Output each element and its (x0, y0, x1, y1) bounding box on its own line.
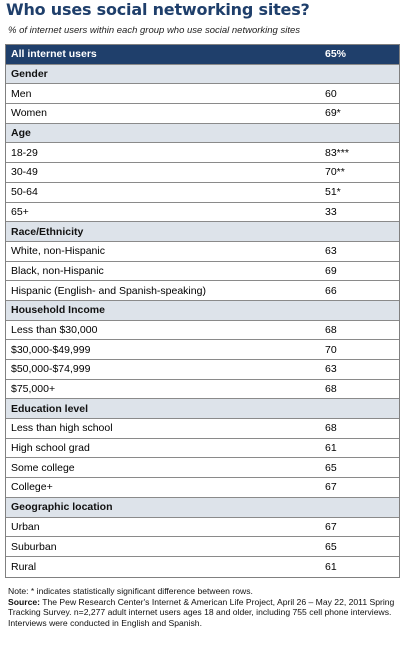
row-label: 65+ (11, 205, 29, 218)
table-row: Less than high school 68 (6, 419, 399, 439)
row-value: 70 (325, 343, 337, 356)
section-header: Education level (6, 399, 399, 420)
row-value: 68 (325, 383, 337, 396)
table-row: Less than $30,000 68 (6, 320, 399, 341)
table-row: Men 60 (6, 84, 399, 105)
row-label: Rural (11, 560, 37, 573)
table-row: College+ 67 (6, 478, 399, 498)
row-label: Urban (11, 520, 40, 533)
total-label: All internet users (11, 48, 97, 61)
row-value: 66 (325, 284, 337, 297)
table-row: Rural 61 (6, 556, 399, 577)
row-value: 69 (325, 264, 337, 277)
row-label: $75,000+ (11, 383, 56, 396)
section-header: Household Income (6, 300, 399, 321)
row-value: 33 (325, 205, 337, 218)
table-row: $30,000-$49,999 70 (6, 340, 399, 360)
section-header: Geographic location (6, 497, 399, 518)
row-value: 83*** (325, 146, 349, 159)
row-label: $50,000-$74,999 (11, 363, 91, 376)
table-row: 18-29 83*** (6, 143, 399, 164)
table-row: White, non-Hispanic 63 (6, 241, 399, 262)
source-text: The Pew Research Center's Internet & Ame… (8, 596, 395, 629)
page-title: Who uses social networking sites? (6, 0, 310, 19)
row-value: 61 (325, 442, 337, 455)
data-table: All internet users 65% Gender Men 60 Women 6… (5, 44, 400, 578)
row-value: 69* (325, 107, 341, 120)
row-label: Suburban (11, 540, 57, 553)
section-header: Race/Ethnicity (6, 222, 399, 242)
table-row: $50,000-$74,999 63 (6, 360, 399, 380)
table-row: 65+ 33 (6, 202, 399, 223)
row-value: 63 (325, 363, 337, 376)
row-label: Hispanic (English- and Spanish-speaking) (11, 284, 206, 297)
row-label: Some college (11, 461, 75, 474)
row-label: College+ (11, 481, 53, 494)
row-value: 61 (325, 560, 337, 573)
row-value: 65 (325, 461, 337, 474)
row-label: High school grad (11, 442, 90, 455)
table-row: Suburban 65 (6, 537, 399, 557)
table-row: $75,000+ 68 (6, 379, 399, 400)
row-label: Less than high school (11, 422, 113, 435)
source-note: Source: The Pew Research Center's Intern… (8, 597, 400, 629)
section-heading: Race/Ethnicity (11, 225, 84, 238)
row-value: 67 (325, 481, 337, 494)
section-heading: Gender (11, 68, 48, 81)
row-label: White, non-Hispanic (11, 245, 105, 258)
row-label: $30,000-$49,999 (11, 343, 91, 356)
section-heading: Age (11, 127, 31, 140)
table-row: Black, non-Hispanic 69 (6, 261, 399, 282)
row-value: 51* (325, 186, 341, 199)
row-label: Men (11, 87, 32, 100)
row-value: 60 (325, 87, 337, 100)
row-value: 68 (325, 323, 337, 336)
section-heading: Geographic location (11, 501, 113, 514)
row-label: 18-29 (11, 146, 38, 159)
row-label: 30-49 (11, 166, 38, 179)
section-header: Age (6, 123, 399, 144)
table-row: 30-49 70** (6, 163, 399, 183)
table-row: Women 69* (6, 104, 399, 124)
row-label: Women (11, 107, 47, 120)
row-label: Black, non-Hispanic (11, 264, 104, 277)
table-row: Urban 67 (6, 517, 399, 538)
row-value: 68 (325, 422, 337, 435)
table-row: Some college 65 (6, 458, 399, 479)
total-row: All internet users 65% (6, 45, 399, 65)
source-label: Source: (8, 596, 40, 607)
section-heading: Education level (11, 402, 89, 415)
section-heading: Household Income (11, 304, 105, 317)
page-subtitle: % of internet users within each group wh… (8, 25, 301, 36)
row-value: 63 (325, 245, 337, 258)
table-row: Hispanic (English- and Spanish-speaking)… (6, 281, 399, 301)
row-label: Less than $30,000 (11, 323, 98, 336)
row-value: 70** (325, 166, 345, 179)
section-header: Gender (6, 64, 399, 85)
row-value: 67 (325, 520, 337, 533)
row-value: 65 (325, 540, 337, 553)
note-text: Note: * indicates statistically signific… (8, 586, 253, 596)
table-row: 50-64 51* (6, 182, 399, 203)
notes: Note: * indicates statistically signific… (8, 586, 400, 629)
table-row: High school grad 61 (6, 438, 399, 459)
total-value: 65% (325, 48, 347, 61)
row-label: 50-64 (11, 186, 38, 199)
